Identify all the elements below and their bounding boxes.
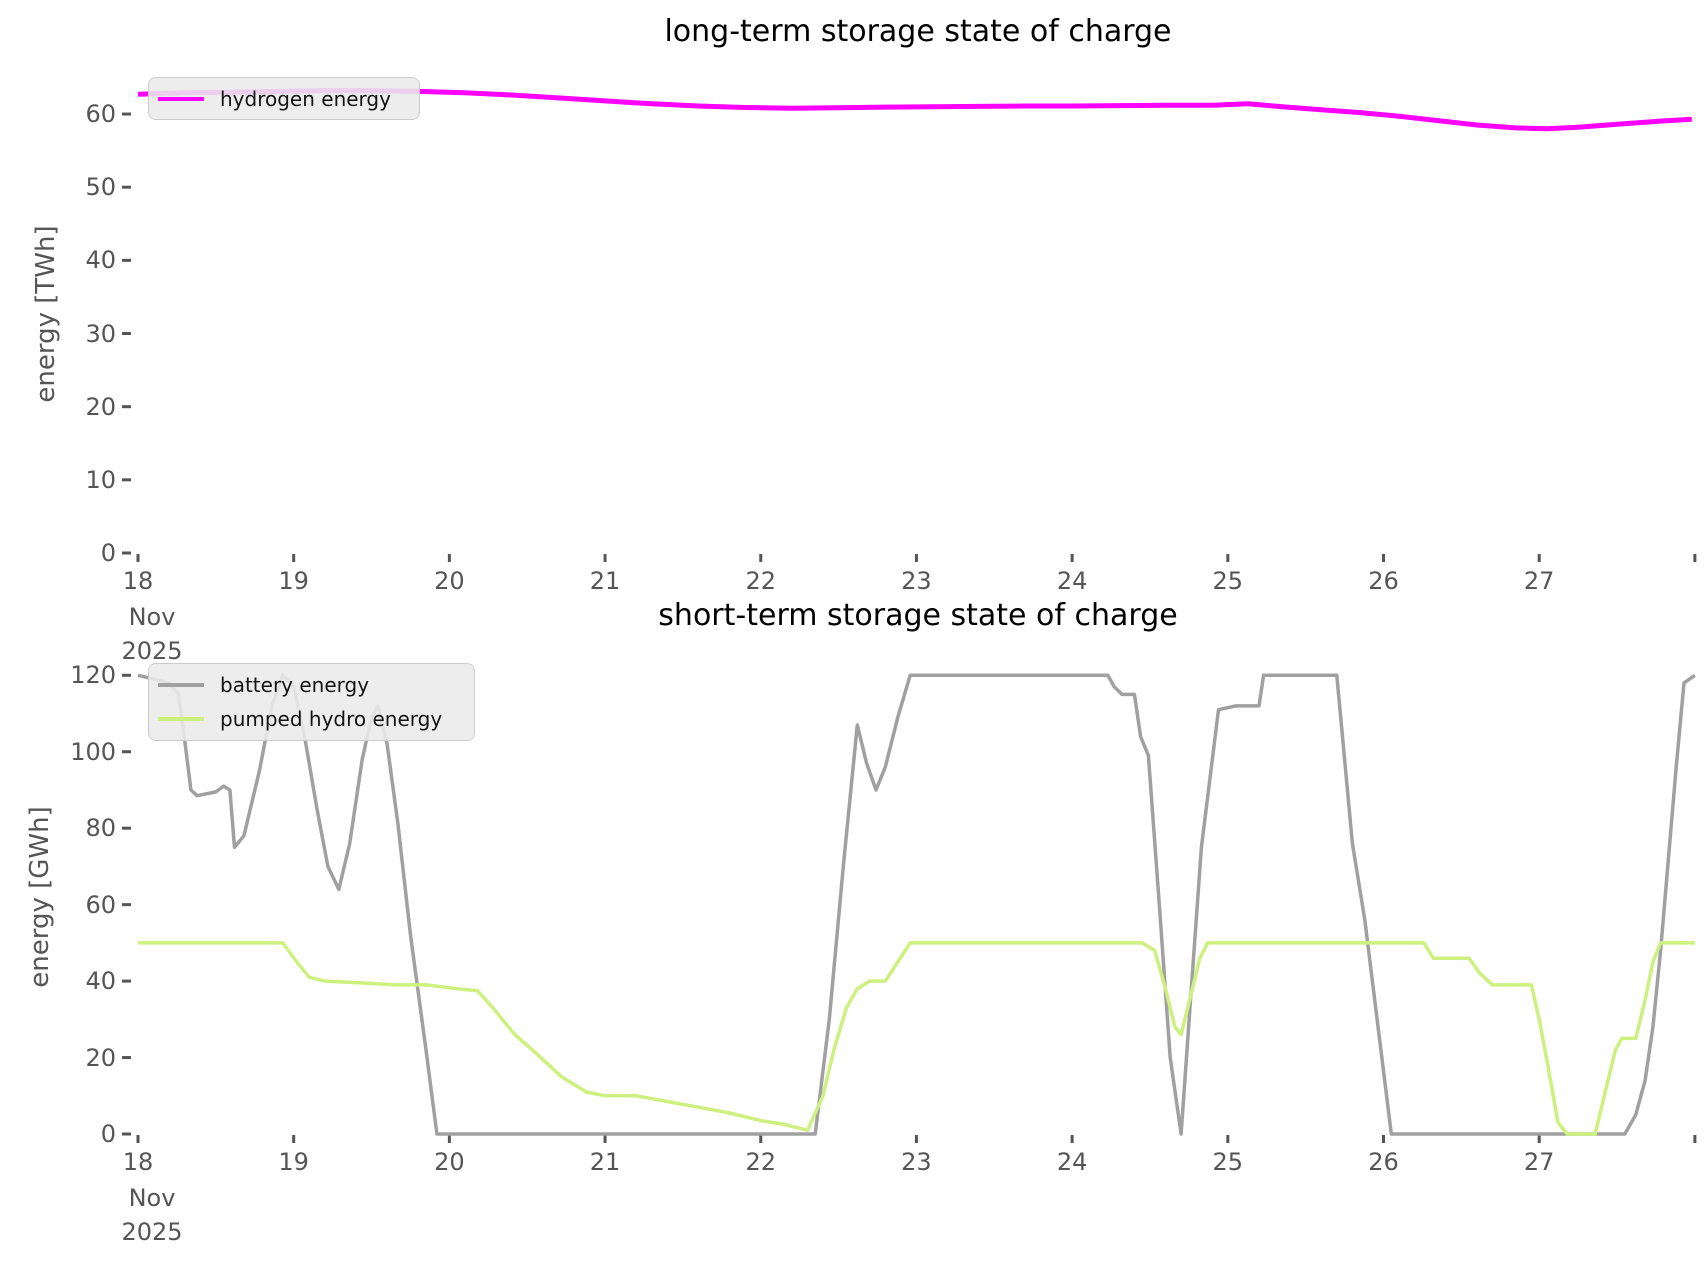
x-tick-label: 18 — [122, 567, 154, 595]
y-tick-label: 50 — [85, 173, 116, 202]
x-tick-label: 22 — [745, 1148, 777, 1176]
x-tick-label: 27 — [1523, 567, 1555, 595]
legend-line-swatch — [158, 683, 204, 687]
legend-line-swatch — [158, 96, 204, 101]
y-tick-label: 40 — [85, 967, 116, 996]
legend-item: battery energy — [158, 668, 460, 702]
legend-label: pumped hydro energy — [220, 707, 443, 731]
short-term-y-axis-label: energy [GWh] — [25, 806, 55, 988]
x-axis-date-sublabel: 2025 — [121, 1218, 183, 1246]
x-tick-label: 20 — [434, 1148, 465, 1176]
y-tick-label: 30 — [85, 319, 116, 348]
legend-label: battery energy — [220, 673, 370, 697]
y-tick-label: 100 — [70, 737, 116, 766]
series-line-battery-energy — [137, 673, 1696, 1136]
y-tick-label: 40 — [85, 246, 116, 275]
series-line-pumped-hydro-energy — [138, 941, 1695, 1136]
y-tick-label: 0 — [100, 1120, 116, 1148]
y-tick-label: 60 — [85, 100, 116, 129]
x-tick-label: 19 — [278, 567, 309, 595]
long-term-chart-title: long-term storage state of charge — [664, 14, 1172, 49]
y-tick-label: 0 — [100, 539, 116, 567]
x-tick-label: 21 — [589, 1148, 621, 1176]
x-tick-label: 26 — [1368, 1148, 1399, 1176]
y-tick-label: 60 — [85, 890, 116, 919]
x-tick-label: 25 — [1212, 1148, 1244, 1176]
x-axis-date-sublabel: 2025 — [121, 637, 183, 665]
x-axis-date-sublabel: Nov — [128, 1184, 176, 1212]
x-tick-label: 24 — [1056, 567, 1088, 595]
legend-label: hydrogen energy — [220, 86, 391, 111]
y-tick-label: 20 — [85, 1043, 116, 1072]
x-tick-label: 27 — [1523, 1148, 1555, 1176]
long-term-y-axis-label: energy [TWh] — [31, 225, 61, 403]
x-tick-label: 19 — [278, 1148, 309, 1176]
x-tick-label: 20 — [434, 567, 465, 595]
x-tick-label: 26 — [1368, 567, 1399, 595]
short-term-chart-title: short-term storage state of charge — [658, 598, 1178, 633]
x-tick-label: 18 — [122, 1148, 154, 1176]
long-term-legend: hydrogen energy — [148, 77, 420, 120]
y-tick-label: 10 — [85, 465, 116, 494]
y-tick-label: 120 — [70, 661, 116, 690]
y-tick-label: 80 — [85, 814, 116, 843]
x-tick-label: 22 — [745, 567, 777, 595]
x-tick-label: 23 — [901, 567, 932, 595]
x-tick-label: 24 — [1056, 1148, 1088, 1176]
x-axis-date-sublabel: Nov — [128, 603, 176, 631]
x-tick-label: 25 — [1212, 567, 1244, 595]
y-tick-label: 20 — [85, 392, 116, 421]
short-term-legend: battery energy pumped hydro energy — [148, 663, 475, 741]
x-tick-label: 21 — [589, 567, 621, 595]
legend-item: pumped hydro energy — [158, 702, 460, 736]
legend-line-swatch — [158, 717, 204, 721]
x-tick-label: 23 — [901, 1148, 932, 1176]
legend-item: hydrogen energy — [158, 82, 405, 116]
